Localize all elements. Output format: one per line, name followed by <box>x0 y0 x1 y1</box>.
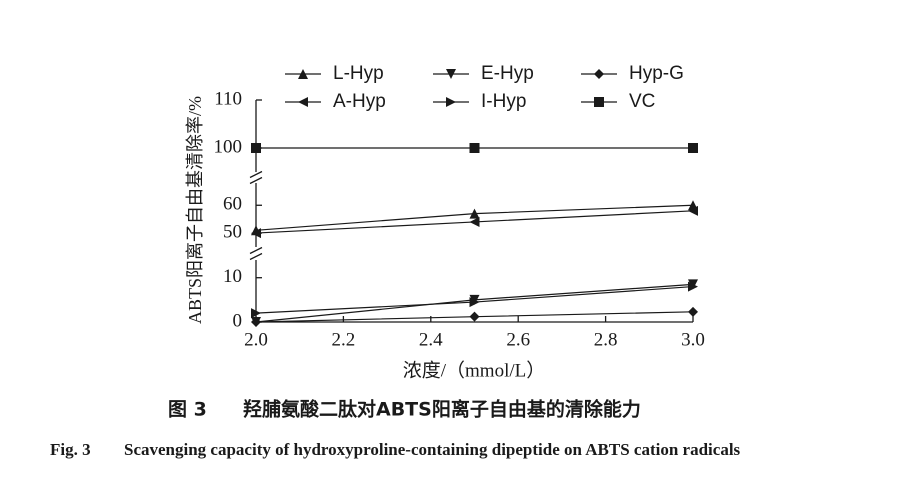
data-point <box>469 208 480 219</box>
legend-label: Hyp-G <box>629 63 684 84</box>
y-tick-label: 60 <box>223 194 242 215</box>
data-point <box>688 143 698 153</box>
axis-break <box>249 246 263 255</box>
y-tick-label: 110 <box>214 88 242 109</box>
data-point <box>251 308 261 319</box>
legend-label: A-Hyp <box>333 91 386 112</box>
y-tick-label: 10 <box>223 266 242 287</box>
legend-marker <box>594 69 604 79</box>
data-point <box>469 297 480 308</box>
y-tick-label: 0 <box>233 310 243 331</box>
data-point <box>251 228 261 239</box>
y-tick-label: 100 <box>214 136 243 157</box>
legend-marker <box>594 97 604 107</box>
data-point <box>251 317 261 327</box>
caption-cn-text: 羟脯氨酸二肽对ABTS阳离子自由基的清除能力 <box>243 398 641 421</box>
legend-marker <box>298 97 308 107</box>
x-axis-label: 浓度/（mmol/L） <box>403 359 546 381</box>
data-point <box>688 205 698 216</box>
legend-label: E-Hyp <box>481 63 534 84</box>
x-tick-label: 2.6 <box>506 329 530 350</box>
data-point <box>469 216 480 227</box>
axis-break <box>249 170 263 179</box>
legend-marker <box>446 69 456 79</box>
x-tick-label: 2.2 <box>332 329 356 350</box>
data-point <box>469 143 480 153</box>
x-tick-label: 2.0 <box>244 329 268 350</box>
x-tick-label: 3.0 <box>681 329 705 350</box>
legend-label: I-Hyp <box>481 91 526 112</box>
data-point <box>251 143 261 153</box>
data-point <box>688 306 698 317</box>
caption-en-label: Fig. 3 <box>50 440 91 459</box>
data-point <box>469 311 480 322</box>
axis-break <box>249 176 263 185</box>
legend-marker <box>446 97 456 107</box>
legend-label: L-Hyp <box>333 63 384 84</box>
data-point <box>688 281 698 292</box>
axis-break <box>249 252 263 261</box>
y-axis-label: ABTS阳离子自由基清除率/% <box>185 96 205 324</box>
legend-marker <box>298 69 308 79</box>
caption-cn-label: 图 3 <box>168 399 207 421</box>
legend-label: VC <box>629 91 655 112</box>
x-tick-label: 2.8 <box>594 329 618 350</box>
x-tick-label: 2.4 <box>419 329 443 350</box>
caption-en-text: Scavenging capacity of hydroxyproline-co… <box>124 440 741 459</box>
y-tick-label: 50 <box>223 221 242 242</box>
